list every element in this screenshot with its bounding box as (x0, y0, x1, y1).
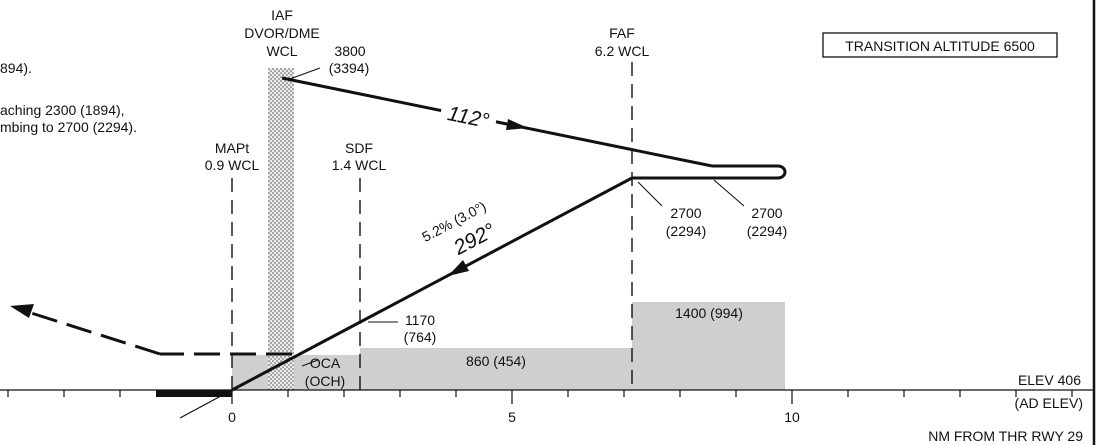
missed-approach-climb (27, 310, 161, 356)
runway-bar (156, 390, 232, 397)
sdf-distance-label: 1.4 WCL (332, 157, 387, 173)
missed-approach-arrowhead (10, 304, 34, 318)
iaf-label: IAF (271, 7, 293, 23)
inbound-arrowhead (448, 260, 469, 276)
faf-label: FAF (609, 25, 635, 41)
holding-pattern (632, 164, 787, 180)
och-segment-final-shade (232, 355, 360, 390)
elevation-reference: (AD ELEV) (1015, 395, 1083, 411)
mapt-label: MAPt (215, 140, 249, 156)
hold-altitude: 2700 (751, 205, 782, 221)
oca-leader (301, 359, 319, 367)
sdf-height: (764) (404, 329, 437, 345)
sdf-altitude: 1170 (405, 312, 435, 328)
note-line-1: 894). (0, 60, 32, 76)
iaf-height: (3394) (329, 60, 369, 76)
transition-altitude-label: TRANSITION ALTITUDE 6500 (845, 38, 1035, 54)
och-label: (OCH) (305, 373, 345, 389)
note-line-3: mbing to 2700 (2294). (0, 119, 137, 135)
iaf-alt-leader (286, 67, 321, 81)
faf-distance-label: 6.2 WCL (595, 43, 650, 59)
distance-axis-caption: NM FROM THR RWY 29 (928, 428, 1083, 444)
elevation-label: ELEV 406 (1018, 372, 1081, 388)
outbound-track-label: 112° (445, 102, 491, 133)
dme-stipple-column (268, 68, 294, 390)
outbound-track-label-bg (438, 99, 499, 133)
faf-altitude: 2700 (670, 205, 701, 221)
inbound-descent-line (231, 176, 633, 392)
och-segment-2-shade (632, 302, 785, 390)
inbound-track-label-bg (442, 215, 504, 262)
iaf-dvor-label: DVOR/DME (244, 25, 319, 41)
sdf-label: SDF (345, 140, 373, 156)
och-segment-1-shade (360, 348, 632, 390)
oca-label: OCA (310, 355, 341, 371)
axis-tick-label-10: 10 (784, 409, 800, 425)
note-line-2: aching 2300 (1894), (0, 102, 125, 118)
axis-tick-label-0: 0 (228, 409, 236, 425)
iaf-altitude: 3800 (334, 43, 365, 59)
faf-height: (2294) (666, 223, 706, 239)
transition-altitude-box (822, 32, 1058, 58)
distance-ticks (7, 390, 1073, 404)
outbound-track-line (281, 76, 713, 168)
faf-alt-leader (637, 181, 663, 207)
hold-alt-leader (713, 179, 745, 207)
mapt-distance-label: 0.9 WCL (205, 157, 260, 173)
axis-tick-label-5: 5 (508, 409, 516, 425)
segment-1-minimum: 860 (454) (466, 353, 526, 369)
outbound-arrowhead (506, 119, 528, 130)
segment-2-minimum: 1400 (994) (675, 305, 743, 321)
iaf-wcl-label: WCL (266, 43, 297, 59)
hold-height: (2294) (747, 223, 787, 239)
